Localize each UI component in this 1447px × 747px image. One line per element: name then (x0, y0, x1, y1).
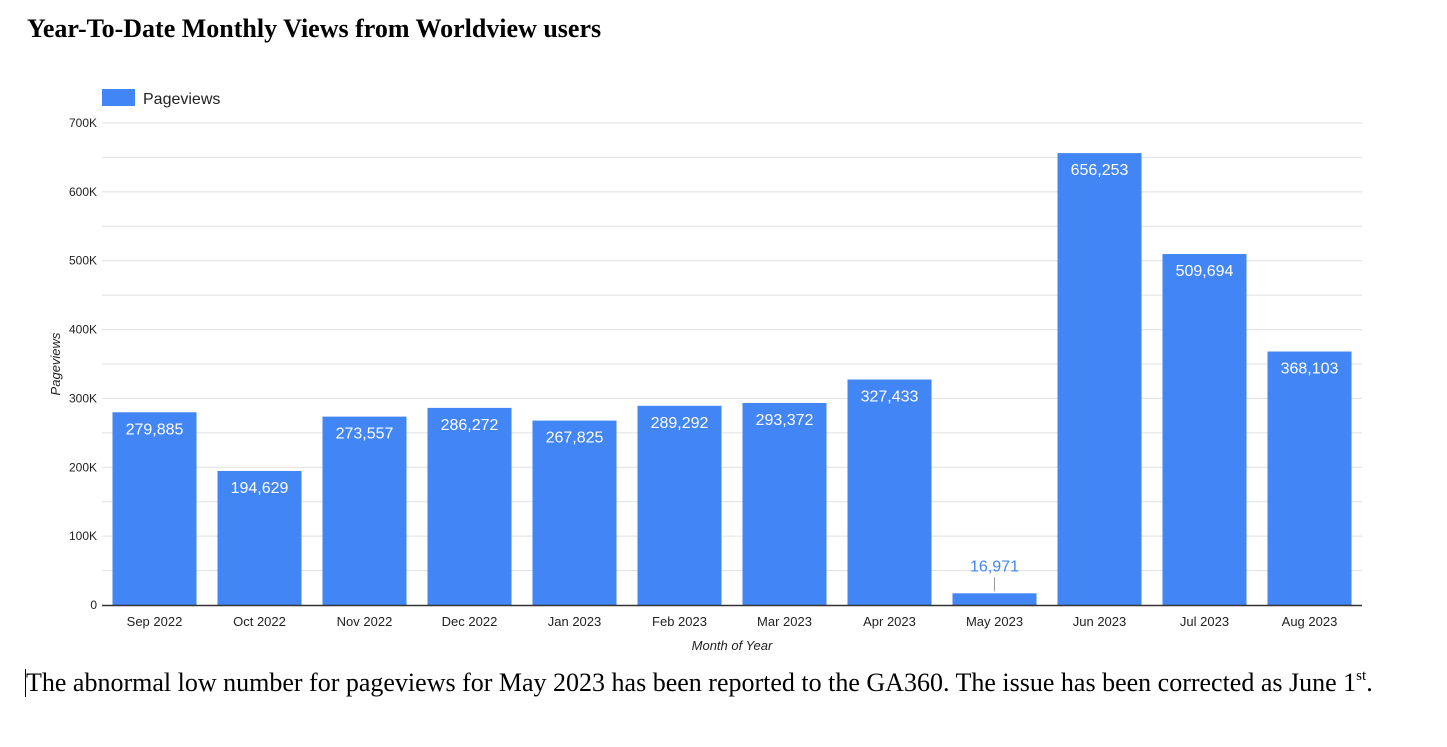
footnote-superscript: st (1356, 668, 1367, 684)
bar (742, 402, 827, 605)
bar (637, 405, 722, 605)
bar-chart: 0 100K 200K 300K 400K 500K 600K 700K 279,885 Sep … (48, 89, 1362, 653)
y-tick-label: 300K (69, 391, 97, 405)
footnote-end: . (1366, 668, 1373, 697)
bar (1057, 153, 1142, 606)
footnote-text: The abnormal low number for pageviews fo… (26, 668, 1357, 697)
x-tick-label: Jan 2023 (548, 614, 602, 629)
data-label: 267,825 (546, 430, 604, 447)
y-tick-label: 500K (69, 254, 97, 268)
x-tick-label: Dec 2022 (442, 614, 498, 629)
bar (847, 379, 932, 605)
y-tick-label: 700K (69, 116, 97, 130)
data-label: 656,253 (1071, 162, 1129, 179)
bar (1162, 254, 1247, 605)
x-tick-label: Jun 2023 (1073, 614, 1127, 629)
y-tick-label: 600K (69, 185, 97, 199)
data-label: 16,971 (970, 558, 1019, 575)
x-tick-label: Mar 2023 (757, 614, 812, 629)
bar (952, 593, 1037, 605)
data-label: 327,433 (861, 389, 919, 406)
bar (112, 412, 197, 605)
bar (217, 470, 302, 605)
footnote: The abnormal low number for pageviews fo… (26, 666, 1416, 699)
page-title: Year-To-Date Monthly Views from Worldvie… (27, 14, 602, 43)
data-label: 289,292 (651, 415, 709, 432)
x-axis-title: Month of Year (692, 638, 773, 653)
y-axis-title: Pageviews (48, 332, 63, 395)
x-tick-label: May 2023 (966, 614, 1023, 629)
x-tick-label: Feb 2023 (652, 614, 707, 629)
bar (322, 416, 407, 605)
x-tick-label: Nov 2022 (337, 614, 393, 629)
data-label: 194,629 (231, 480, 289, 497)
data-label: 509,694 (1176, 263, 1234, 280)
bar (532, 420, 617, 605)
y-tick-label: 200K (69, 460, 97, 474)
data-label: 286,272 (441, 417, 499, 434)
x-tick-label: Sep 2022 (127, 614, 183, 629)
y-tick-label: 400K (69, 323, 97, 337)
x-tick-label: Oct 2022 (233, 614, 286, 629)
data-label: 279,885 (126, 421, 184, 438)
data-label: 368,103 (1281, 361, 1339, 378)
y-tick-label: 100K (69, 529, 97, 543)
legend-swatch (102, 89, 135, 106)
x-tick-label: Apr 2023 (863, 614, 916, 629)
x-tick-label: Jul 2023 (1180, 614, 1229, 629)
y-tick-label: 0 (90, 598, 97, 612)
x-tick-label: Aug 2023 (1282, 614, 1338, 629)
data-label: 293,372 (756, 412, 814, 429)
legend-label: Pageviews (143, 91, 220, 108)
data-label: 273,557 (336, 426, 394, 443)
text-cursor (25, 669, 26, 697)
bar (427, 407, 512, 605)
bar (1267, 351, 1352, 605)
